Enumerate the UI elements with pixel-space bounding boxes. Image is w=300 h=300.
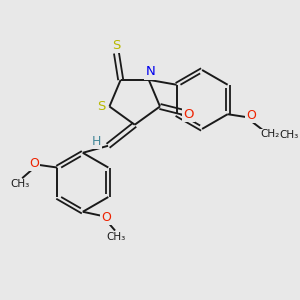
Text: CH₃: CH₃ — [10, 179, 29, 189]
Text: S: S — [112, 39, 121, 52]
Text: CH₂: CH₂ — [261, 129, 280, 140]
Text: CH₃: CH₃ — [280, 130, 299, 140]
Text: O: O — [246, 109, 256, 122]
Text: O: O — [183, 108, 194, 121]
Text: O: O — [101, 211, 111, 224]
Text: H: H — [92, 135, 101, 148]
Text: N: N — [145, 65, 155, 79]
Text: O: O — [29, 157, 39, 170]
Text: CH₃: CH₃ — [107, 232, 126, 242]
Text: S: S — [98, 100, 106, 113]
